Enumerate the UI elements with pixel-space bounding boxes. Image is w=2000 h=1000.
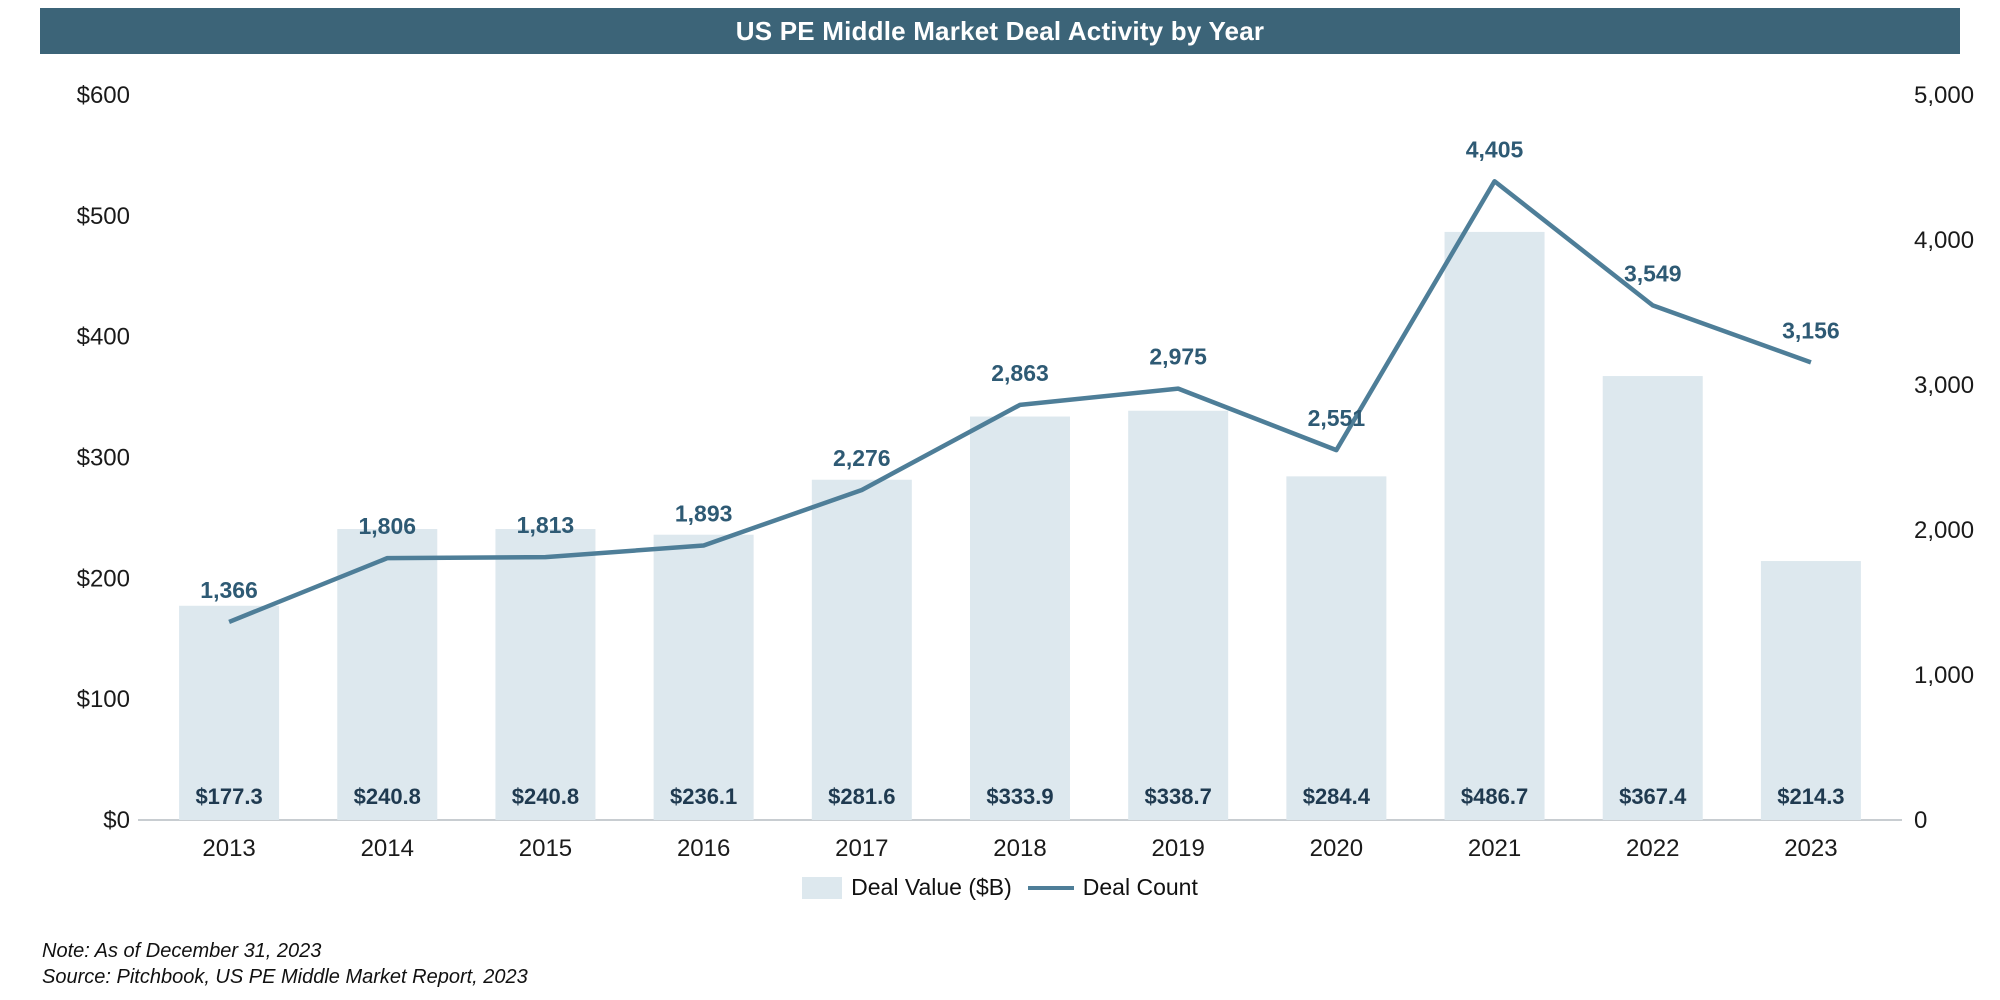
deal-value-bar (1602, 376, 1703, 820)
deal-value-label: $236.1 (670, 784, 737, 809)
deal-value-bar (1760, 561, 1861, 820)
chart-title: US PE Middle Market Deal Activity by Yea… (735, 15, 1265, 46)
x-axis-label: 2017 (835, 835, 888, 862)
x-axis-label: 2019 (1151, 835, 1204, 862)
deal-value-label: $177.3 (195, 784, 262, 809)
footnotes: Note: As of December 31, 2023 Source: Pi… (42, 938, 528, 991)
deal-value-bar (179, 605, 280, 820)
deal-value-label: $240.8 (354, 784, 421, 809)
x-axis-label: 2018 (993, 835, 1046, 862)
deal-count-label: 2,551 (1308, 405, 1366, 431)
deal-value-label: $338.7 (1145, 784, 1212, 809)
deal-count-label: 1,366 (200, 577, 258, 603)
deal-value-bar (1128, 410, 1229, 820)
deal-value-label: $281.6 (828, 784, 895, 809)
bar-legend-swatch (802, 876, 843, 899)
right-axis-tick: 0 (1914, 807, 1927, 834)
deal-count-label: 1,893 (675, 501, 733, 527)
chart-legend: Deal Value ($B) Deal Count (0, 874, 2000, 901)
line-legend-swatch (1027, 885, 1074, 890)
deal-value-label: $214.3 (1777, 784, 1844, 809)
deal-value-bar (653, 534, 754, 820)
x-axis-label: 2021 (1468, 835, 1521, 862)
chart-title-bar: US PE Middle Market Deal Activity by Yea… (40, 8, 1960, 54)
x-axis-label: 2020 (1310, 835, 1363, 862)
deal-count-label: 2,276 (833, 445, 891, 471)
x-axis-label: 2015 (519, 835, 572, 862)
x-axis-label: 2013 (202, 835, 255, 862)
left-axis-tick: $300 (77, 445, 130, 472)
deal-count-label: 2,863 (991, 360, 1049, 386)
deal-count-line (228, 179, 1812, 625)
x-axis-label: 2022 (1626, 835, 1679, 862)
left-axis-tick: $200 (77, 565, 130, 592)
left-axis-tick: $0 (103, 807, 130, 834)
deal-value-label: $284.4 (1303, 784, 1371, 809)
right-axis-tick: 3,000 (1914, 372, 1974, 399)
deal-value-bar (970, 416, 1070, 820)
deal-count-label: 1,813 (517, 512, 575, 538)
deal-count-label: 4,405 (1466, 136, 1524, 162)
deal-value-bar (337, 529, 438, 820)
right-axis-tick: 5,000 (1914, 82, 1974, 109)
deal-value-label: $486.7 (1461, 784, 1528, 809)
line-legend-label: Deal Count (1082, 874, 1198, 900)
deal-value-bar (1286, 476, 1387, 820)
x-axis-label: 2016 (677, 835, 730, 862)
x-axis-label: 2023 (1784, 835, 1837, 862)
deal-count-label: 3,549 (1624, 260, 1682, 286)
right-axis-tick: 4,000 (1914, 227, 1974, 254)
x-axis-label: 2014 (361, 835, 414, 862)
legend-item-deal-value: Deal Value ($B) (802, 874, 1012, 901)
left-axis-tick: $100 (77, 686, 130, 713)
deal-value-bar (495, 529, 596, 820)
bar-legend-label: Deal Value ($B) (851, 874, 1012, 900)
deal-value-label: $333.9 (986, 784, 1053, 809)
left-axis-tick: $600 (77, 82, 130, 109)
deal-count-label: 2,975 (1149, 344, 1207, 370)
note-line: Note: As of December 31, 2023 (42, 940, 322, 962)
left-axis-tick: $500 (77, 203, 130, 230)
deal-value-label: $240.8 (512, 784, 579, 809)
deal-count-label: 3,156 (1782, 317, 1840, 343)
source-line: Source: Pitchbook, US PE Middle Market R… (42, 966, 528, 989)
combo-chart: $0 $100 $200 $300 $400 $500 $600 0 1,000 2,000 3,0… (77, 82, 1974, 862)
deal-value-bar (811, 479, 912, 820)
right-axis-tick: 1,000 (1914, 662, 1974, 689)
right-axis-tick: 2,000 (1914, 517, 1974, 544)
deal-count-label: 1,806 (358, 513, 416, 539)
left-axis-tick: $400 (77, 324, 130, 351)
deal-value-bar (1444, 231, 1545, 820)
legend-item-deal-count: Deal Count (1027, 874, 1198, 901)
deal-value-label: $367.4 (1619, 784, 1687, 809)
